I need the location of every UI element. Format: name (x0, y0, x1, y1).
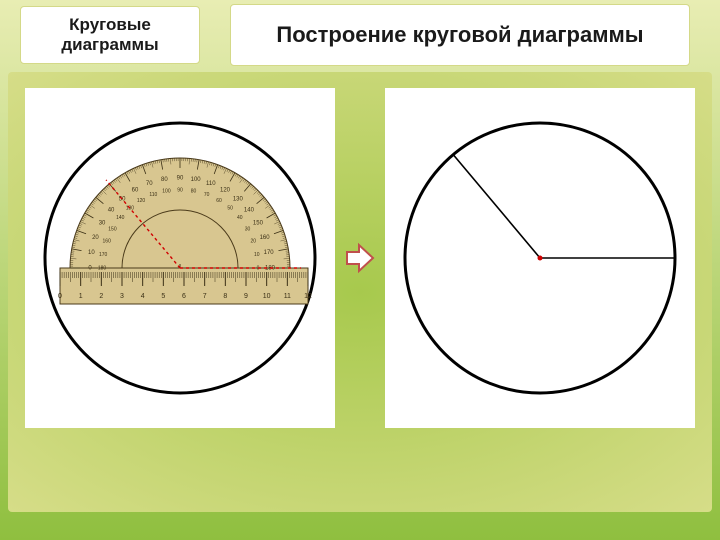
svg-text:20: 20 (92, 235, 99, 241)
svg-text:160: 160 (103, 239, 112, 245)
svg-text:120: 120 (220, 188, 231, 194)
svg-text:170: 170 (264, 250, 275, 256)
svg-text:70: 70 (204, 192, 210, 198)
result-diagram (385, 88, 695, 428)
svg-text:30: 30 (99, 221, 106, 227)
svg-text:90: 90 (177, 176, 184, 182)
content-area: 0123456789101112018010170201603015040140… (8, 72, 712, 512)
tab-pie-charts: Круговые диаграммы (20, 6, 200, 64)
svg-text:7: 7 (203, 293, 207, 300)
svg-text:9: 9 (244, 293, 248, 300)
svg-text:20: 20 (251, 239, 257, 245)
svg-text:40: 40 (108, 208, 115, 214)
svg-text:60: 60 (132, 188, 139, 194)
svg-text:30: 30 (245, 226, 251, 232)
svg-text:150: 150 (253, 221, 264, 227)
svg-text:0: 0 (58, 293, 62, 300)
svg-text:12: 12 (304, 293, 312, 300)
svg-text:11: 11 (284, 293, 291, 300)
svg-text:130: 130 (126, 206, 135, 212)
svg-text:2: 2 (99, 293, 103, 300)
arrow-icon (345, 241, 375, 275)
svg-text:90: 90 (177, 187, 183, 193)
svg-text:5: 5 (161, 293, 165, 300)
svg-text:170: 170 (99, 252, 108, 258)
svg-text:160: 160 (260, 235, 271, 241)
svg-text:10: 10 (88, 250, 95, 256)
svg-text:40: 40 (237, 215, 243, 221)
panel-left: 0123456789101112018010170201603015040140… (25, 88, 335, 428)
svg-text:140: 140 (116, 215, 125, 221)
svg-text:150: 150 (108, 226, 117, 232)
svg-text:1: 1 (79, 293, 83, 300)
tab-left-label: Круговые диаграммы (39, 15, 181, 56)
svg-text:100: 100 (191, 177, 202, 183)
svg-text:70: 70 (146, 181, 153, 187)
svg-text:110: 110 (206, 181, 216, 187)
protractor-diagram: 0123456789101112018010170201603015040140… (25, 88, 335, 428)
tab-main-label: Построение круговой диаграммы (276, 22, 643, 48)
tab-title: Построение круговой диаграммы (230, 4, 690, 66)
svg-text:10: 10 (254, 252, 260, 258)
svg-text:8: 8 (223, 293, 227, 300)
svg-text:110: 110 (149, 192, 157, 198)
header-bar: Круговые диаграммы Построение круговой д… (0, 0, 720, 70)
svg-text:80: 80 (191, 189, 197, 195)
svg-text:140: 140 (244, 208, 255, 214)
panel-right (385, 88, 695, 428)
svg-text:50: 50 (227, 206, 233, 212)
svg-text:100: 100 (162, 189, 171, 195)
svg-text:80: 80 (161, 177, 168, 183)
svg-text:130: 130 (233, 197, 244, 203)
svg-text:180: 180 (98, 265, 107, 271)
svg-text:120: 120 (137, 198, 146, 204)
svg-text:4: 4 (141, 293, 145, 300)
slide: Круговые диаграммы Построение круговой д… (0, 0, 720, 540)
svg-text:60: 60 (216, 198, 222, 204)
arrow-container (345, 88, 375, 428)
svg-text:6: 6 (182, 293, 186, 300)
svg-text:3: 3 (120, 293, 124, 300)
svg-text:10: 10 (263, 293, 271, 300)
